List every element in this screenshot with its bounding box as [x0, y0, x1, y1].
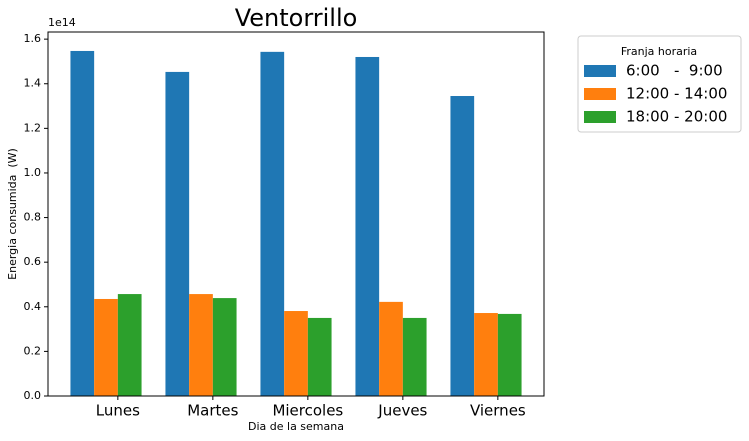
y-tick-label: 1.2 [24, 121, 42, 134]
legend-label: 18:00 - 20:00 [626, 108, 727, 126]
bar [497, 313, 522, 396]
x-tick-label: Miercoles [272, 402, 343, 420]
plot-frame [47, 31, 545, 397]
legend-box [577, 35, 742, 133]
y-tick-label: 1.0 [24, 166, 42, 179]
chart-title: Ventorrillo [235, 4, 358, 32]
y-tick-label: 1.6 [24, 32, 42, 45]
y-tick-label: 0.2 [24, 344, 42, 357]
y-offset-label: 1e14 [48, 16, 76, 29]
legend-label: 6:00 - 9:00 [626, 62, 723, 80]
bar [70, 50, 95, 396]
y-tick-label: 0.4 [24, 300, 42, 313]
bar [379, 301, 403, 396]
bar [284, 311, 308, 396]
bar [402, 317, 427, 396]
legend-label: 12:00 - 14:00 [626, 85, 727, 103]
x-tick-label: Martes [187, 402, 238, 420]
bar [307, 317, 332, 396]
legend-swatch [584, 88, 616, 100]
x-tick-label: Viernes [470, 402, 526, 420]
bar [355, 56, 380, 396]
y-tick-label: 1.4 [24, 77, 42, 90]
legend-swatch [584, 65, 616, 77]
bar [450, 96, 475, 396]
bar [189, 294, 213, 396]
legend-swatch [584, 111, 616, 123]
x-tick-label: Jueves [377, 402, 427, 420]
y-tick-label: 0.0 [24, 389, 42, 402]
bar [94, 298, 118, 396]
bar [165, 71, 190, 397]
y-tick-label: 0.8 [24, 211, 42, 224]
legend-title: Franja horaria [621, 45, 697, 58]
y-tick-label: 0.6 [24, 255, 42, 268]
bar [212, 298, 237, 396]
bar [474, 313, 498, 396]
y-axis-label: Energia consumida (W) [6, 148, 19, 280]
bar [260, 51, 285, 396]
bar [117, 294, 142, 396]
x-tick-label: Lunes [96, 402, 140, 420]
x-axis-label: Dia de la semana [248, 420, 344, 433]
